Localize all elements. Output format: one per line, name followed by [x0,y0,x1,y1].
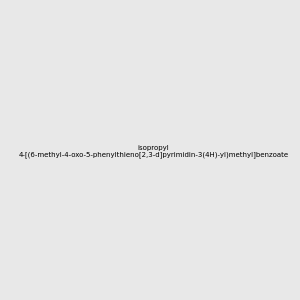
Text: isopropyl 4-[(6-methyl-4-oxo-5-phenylthieno[2,3-d]pyrimidin-3(4H)-yl)methyl]benz: isopropyl 4-[(6-methyl-4-oxo-5-phenylthi… [19,145,289,158]
